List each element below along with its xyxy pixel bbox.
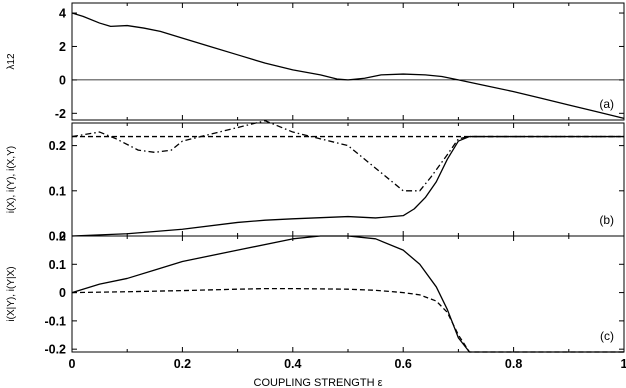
y-tick-label: -0.1 — [44, 314, 66, 328]
y-axis-title: i(X|Y), i(Y|X) — [6, 266, 17, 321]
x-tick-label: 0.6 — [395, 357, 412, 371]
panel-frame — [71, 235, 625, 353]
series-line-dashdot — [71, 120, 624, 192]
y-tick-label: 0 — [59, 230, 66, 244]
panel-label: (c) — [600, 329, 614, 343]
y-tick-label: -0.2 — [44, 343, 66, 357]
y-tick-label: 0 — [59, 286, 66, 300]
x-axis-title: COUPLING STRENGTH ε — [254, 377, 383, 388]
y-tick-label: 2 — [59, 40, 66, 54]
y-tick-label: 0.1 — [49, 184, 66, 198]
series-line-solid — [71, 12, 625, 119]
y-axis-title: i(X), i(Y), i(X,Y) — [6, 146, 17, 213]
y-tick-label: 0.1 — [49, 258, 66, 272]
y-tick-label: -2 — [55, 107, 66, 121]
y-tick-label: 4 — [59, 7, 66, 21]
x-tick-label: 0 — [69, 357, 76, 371]
series-line-solid — [71, 135, 624, 237]
x-tick-label: 0.2 — [174, 357, 191, 371]
x-tick-label: 1 — [621, 357, 626, 371]
y-axis-title: λ12 — [6, 53, 17, 70]
y-tick-label: 0 — [59, 73, 66, 87]
y-tick-label: 0.2 — [49, 139, 66, 153]
panel-frame — [71, 2, 625, 121]
panel-label: (b) — [599, 213, 614, 227]
panel-frame — [71, 122, 625, 237]
x-tick-label: 0.8 — [505, 357, 522, 371]
panel-label: (a) — [599, 97, 614, 111]
series-line-solid — [71, 235, 624, 353]
x-tick-label: 0.4 — [284, 357, 301, 371]
y-tick-label: 0.2 — [49, 230, 66, 244]
series-line-dashed — [71, 287, 624, 353]
